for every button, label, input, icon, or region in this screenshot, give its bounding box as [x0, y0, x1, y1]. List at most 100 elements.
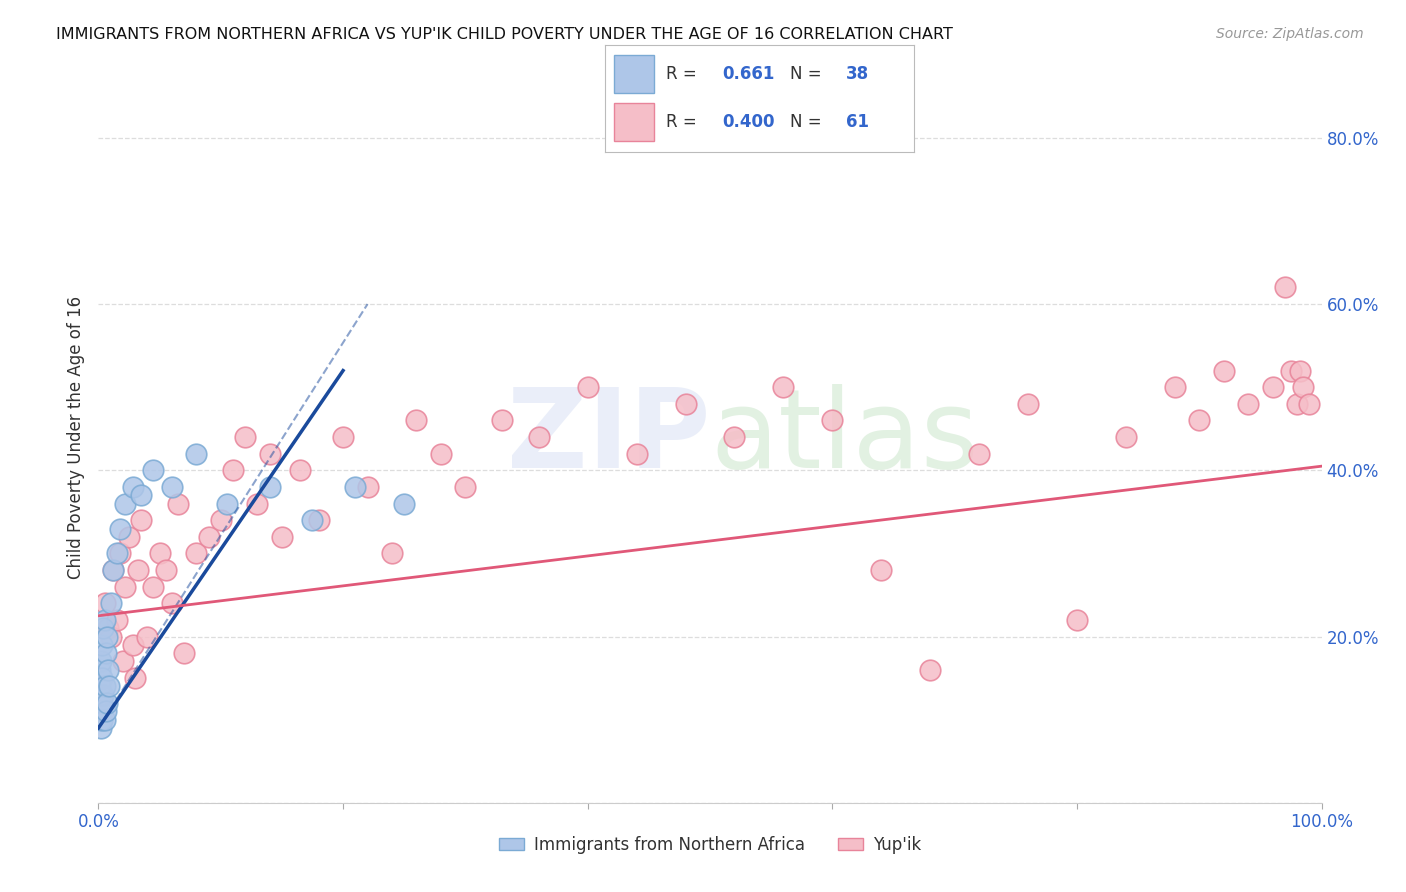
Point	[89, 696, 111, 710]
Point	[233, 430, 256, 444]
Point	[90, 721, 112, 735]
Point	[96, 696, 118, 710]
Point	[97, 663, 120, 677]
Point	[167, 497, 190, 511]
Text: 61: 61	[846, 112, 869, 130]
Point	[111, 655, 134, 669]
Text: IMMIGRANTS FROM NORTHERN AFRICA VS YUP'IK CHILD POVERTY UNDER THE AGE OF 16 CORR: IMMIGRANTS FROM NORTHERN AFRICA VS YUP'I…	[56, 27, 953, 42]
Point	[110, 521, 132, 535]
Point	[114, 580, 136, 594]
Point	[93, 613, 115, 627]
Point	[110, 546, 132, 560]
Point	[356, 480, 378, 494]
Point	[93, 680, 115, 694]
Point	[91, 696, 114, 710]
Point	[90, 655, 112, 669]
Point	[91, 638, 114, 652]
Text: atlas: atlas	[710, 384, 979, 491]
Point	[290, 463, 312, 477]
Point	[101, 563, 124, 577]
Point	[124, 671, 146, 685]
Point	[121, 638, 143, 652]
Point	[405, 413, 427, 427]
FancyBboxPatch shape	[614, 103, 654, 141]
Point	[186, 447, 208, 461]
Point	[121, 480, 143, 494]
Point	[270, 530, 294, 544]
Point	[142, 580, 165, 594]
Point	[259, 447, 281, 461]
Point	[1286, 397, 1309, 411]
Point	[1298, 397, 1320, 411]
Point	[89, 680, 111, 694]
Point	[392, 497, 416, 511]
Point	[91, 621, 114, 635]
Point	[920, 663, 942, 677]
Point	[114, 497, 136, 511]
Y-axis label: Child Poverty Under the Age of 16: Child Poverty Under the Age of 16	[66, 295, 84, 579]
Point	[136, 630, 159, 644]
Text: 38: 38	[846, 64, 869, 82]
Text: 0.400: 0.400	[723, 112, 775, 130]
Point	[209, 513, 232, 527]
FancyBboxPatch shape	[614, 55, 654, 93]
Point	[97, 621, 120, 635]
Text: ZIP: ZIP	[506, 384, 710, 491]
Point	[197, 530, 219, 544]
Point	[91, 671, 114, 685]
Point	[675, 397, 697, 411]
Point	[94, 646, 117, 660]
Point	[772, 380, 794, 394]
Point	[967, 447, 990, 461]
Point	[215, 497, 238, 511]
Point	[160, 596, 183, 610]
Point	[118, 530, 141, 544]
Point	[527, 430, 550, 444]
Point	[155, 563, 177, 577]
Point	[332, 430, 354, 444]
Point	[129, 513, 152, 527]
Point	[870, 563, 893, 577]
Point	[91, 688, 114, 702]
Point	[381, 546, 404, 560]
Point	[96, 630, 118, 644]
Point	[89, 713, 111, 727]
Point	[259, 480, 281, 494]
Point	[1292, 380, 1315, 394]
Point	[149, 546, 172, 560]
Point	[626, 447, 648, 461]
Point	[576, 380, 599, 394]
Point	[127, 563, 149, 577]
Point	[129, 488, 152, 502]
Text: Source: ZipAtlas.com: Source: ZipAtlas.com	[1216, 27, 1364, 41]
Point	[105, 613, 128, 627]
Point	[93, 713, 115, 727]
Point	[454, 480, 477, 494]
Point	[1164, 380, 1187, 394]
Point	[1115, 430, 1137, 444]
Point	[90, 705, 112, 719]
Point	[100, 630, 122, 644]
Text: 0.661: 0.661	[723, 64, 775, 82]
Point	[222, 463, 245, 477]
Text: R =: R =	[666, 112, 703, 130]
Point	[100, 596, 122, 610]
Point	[1261, 380, 1284, 394]
Point	[1237, 397, 1260, 411]
Legend: Immigrants from Northern Africa, Yup'ik: Immigrants from Northern Africa, Yup'ik	[492, 829, 928, 860]
Point	[186, 546, 208, 560]
Point	[1066, 613, 1088, 627]
Point	[90, 688, 112, 702]
Point	[94, 705, 117, 719]
Point	[93, 596, 115, 610]
Point	[173, 646, 195, 660]
Point	[1017, 397, 1039, 411]
Point	[723, 430, 745, 444]
Point	[1288, 363, 1310, 377]
Point	[101, 563, 124, 577]
Point	[344, 480, 367, 494]
Point	[105, 546, 128, 560]
Point	[491, 413, 513, 427]
Text: N =: N =	[790, 64, 827, 82]
Point	[89, 663, 111, 677]
